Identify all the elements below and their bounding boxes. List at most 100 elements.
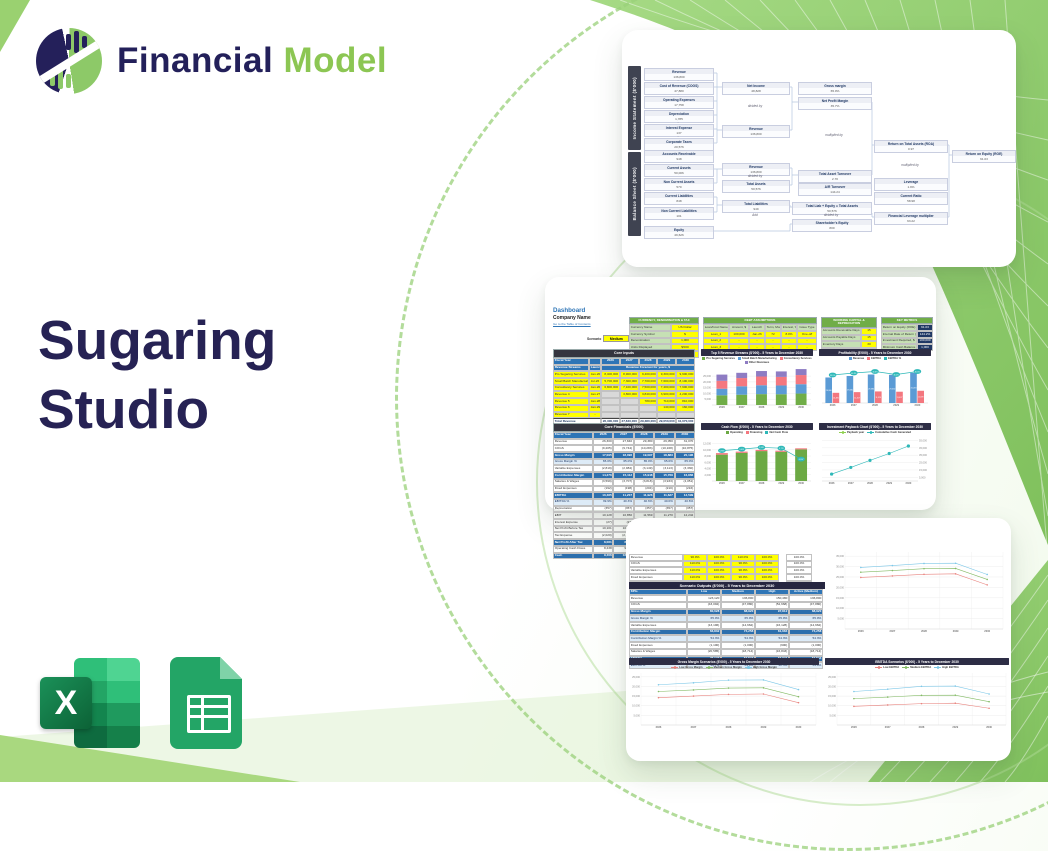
profitability-chart: 2026 2027 2028 2029 2030 26,300 10,485 27,840 11… (822, 369, 928, 407)
cell: (13,196) (687, 622, 721, 629)
cell: 100.0% (755, 554, 779, 561)
flow-node-ar: Accounts Receivable 948 (644, 150, 714, 163)
cell: Accounts Receivable Days (821, 327, 861, 335)
cell: Jul-26 (589, 378, 601, 385)
cell: 74,258 (721, 628, 755, 636)
cell: 9,400,000 (638, 371, 658, 379)
cell: 15,112 (613, 472, 634, 479)
cell: Salaries & Wages (553, 478, 593, 486)
flow-node-sh_equity: Shareholder's Equity 800 (792, 219, 872, 232)
core-financials-table: Core Financials ($'000) Fiscal Year 2026 20… (553, 423, 695, 560)
svg-text:20,000: 20,000 (703, 379, 711, 383)
cell: Loan/Cost Name (703, 324, 729, 332)
cell: (198) (613, 485, 634, 493)
cell: Salaries & Wages (629, 648, 687, 656)
svg-text:5,000: 5,000 (838, 617, 845, 621)
cell: (20,585) (687, 648, 721, 656)
cell: 39.9% (593, 498, 614, 506)
table-of-contents-link[interactable]: Go to the Table of Contents (553, 322, 591, 326)
sheets-table-glyph (187, 695, 231, 733)
cell: Jan-27 (589, 391, 601, 399)
cell: 81,684 (755, 628, 789, 636)
cell: (3,113) (654, 465, 675, 473)
cell: Gross Margin (553, 452, 593, 459)
svg-text:5,000: 5,000 (705, 397, 712, 401)
svg-text:2026: 2026 (830, 403, 836, 407)
chart-legend: Operating Financing Net Cash Flow (701, 430, 813, 435)
table-title: WORKING CAPITAL & DEPRECIATION (821, 317, 877, 328)
cell: 31,070 (674, 438, 695, 446)
scenario-outputs-table: KPIs Low Medium High Active (Medium) Revenue 1… (629, 588, 823, 669)
cell: (9,205) (593, 445, 614, 453)
cell: 110.0% (683, 567, 707, 575)
svg-text:2028: 2028 (726, 725, 732, 729)
dashboard-screenshot-card: Dashboard Company Name Go to the Table o… (545, 277, 936, 560)
flow-node-tax: Corporate Taxes 20,576 (644, 138, 714, 151)
table-title: CURRENCY, DENOMINATION & TAX (629, 317, 699, 325)
cell (676, 411, 695, 419)
file-format-badges: X (40, 656, 242, 750)
cell: Pro Sugaring Services (553, 371, 589, 379)
svg-text:2026: 2026 (829, 481, 835, 485)
cell (601, 391, 620, 399)
svg-text:5,000: 5,000 (830, 713, 837, 717)
cell: 2029 (657, 357, 677, 365)
cell (619, 411, 639, 419)
brand-word-1: Financial (117, 41, 274, 80)
chart-header: Profitability ($'000) - 5 Years to Decem… (819, 349, 931, 356)
cell: Fixed Expenses (629, 574, 683, 581)
cell: 144.2% (917, 331, 933, 338)
cell: 8,081 (593, 539, 614, 546)
cell: (357) (633, 505, 655, 513)
cell: Fiscal Year (553, 357, 589, 365)
svg-text:10,000: 10,000 (828, 704, 836, 708)
cell: 27,840 (613, 438, 634, 446)
svg-text:9,711: 9,711 (779, 448, 784, 450)
cell (619, 404, 639, 412)
legend-chip (875, 666, 883, 669)
svg-text:2029: 2029 (761, 725, 767, 729)
flow-node-total_liab: Total Liabilities 949 (722, 200, 790, 213)
svg-text:2027: 2027 (739, 405, 745, 409)
svg-text:2028: 2028 (919, 725, 925, 729)
legend-chip (934, 666, 942, 669)
svg-text:9,415: 9,415 (739, 449, 744, 451)
cell: 10,485 (593, 492, 614, 499)
svg-text:2030: 2030 (984, 629, 990, 633)
legend-chip (702, 357, 706, 360)
cell: 100.0% (707, 567, 731, 575)
flow-node-ncl: Non Current Liabilities 101 (644, 207, 714, 220)
flow-operator-minus: - (677, 119, 679, 124)
brand-logo-text: Financial Model (117, 41, 387, 81)
cell: 4,200,000 (676, 391, 695, 399)
investment-payback-chart: 5,000 15,000 25,000 35,000 45,000 55,000 2026 2… (822, 438, 927, 485)
cell: 3,800,000 (619, 391, 639, 399)
cell: 15,948 (633, 472, 655, 479)
cell: 100.0% (786, 554, 812, 561)
svg-text:11,926: 11,926 (875, 397, 881, 399)
svg-text:2027: 2027 (890, 629, 896, 633)
debt-assumptions-table: DEBT ASSUMPTIONS Loan/Cost Name Amount, $ L… (703, 317, 817, 352)
cell: (16,843) (755, 648, 789, 656)
svg-text:12,000: 12,000 (703, 442, 711, 446)
cell: 100.0% (786, 567, 812, 575)
svg-text:2028: 2028 (921, 629, 927, 633)
cell: 40.0% (654, 498, 675, 506)
scenario-value-cell[interactable]: Medium (603, 335, 630, 343)
cell: Revenue Streams (553, 364, 589, 372)
cell: (43,092) (687, 601, 721, 609)
cell: (216) (674, 485, 695, 493)
bottom-left-wedge (0, 735, 300, 782)
legend-item: Operating (726, 431, 743, 434)
cell: Jan-26 (749, 331, 765, 338)
flow-node-tat: Total Asset Turnover 2.70 (798, 170, 872, 183)
flow-operator-add: Add (752, 213, 758, 217)
svg-text:2027: 2027 (885, 725, 891, 729)
svg-text:2030: 2030 (915, 403, 921, 407)
flow-node-leverage: Leverage 1.9% (874, 178, 948, 191)
cell: Interest Expense (553, 519, 593, 526)
cell: 100.0% (755, 560, 779, 568)
svg-text:2026: 2026 (656, 725, 662, 729)
svg-text:10,485: 10,485 (833, 398, 839, 400)
flowchart-screenshot-card: Income Statement ($'000) Balance Sheet (… (622, 30, 1016, 267)
